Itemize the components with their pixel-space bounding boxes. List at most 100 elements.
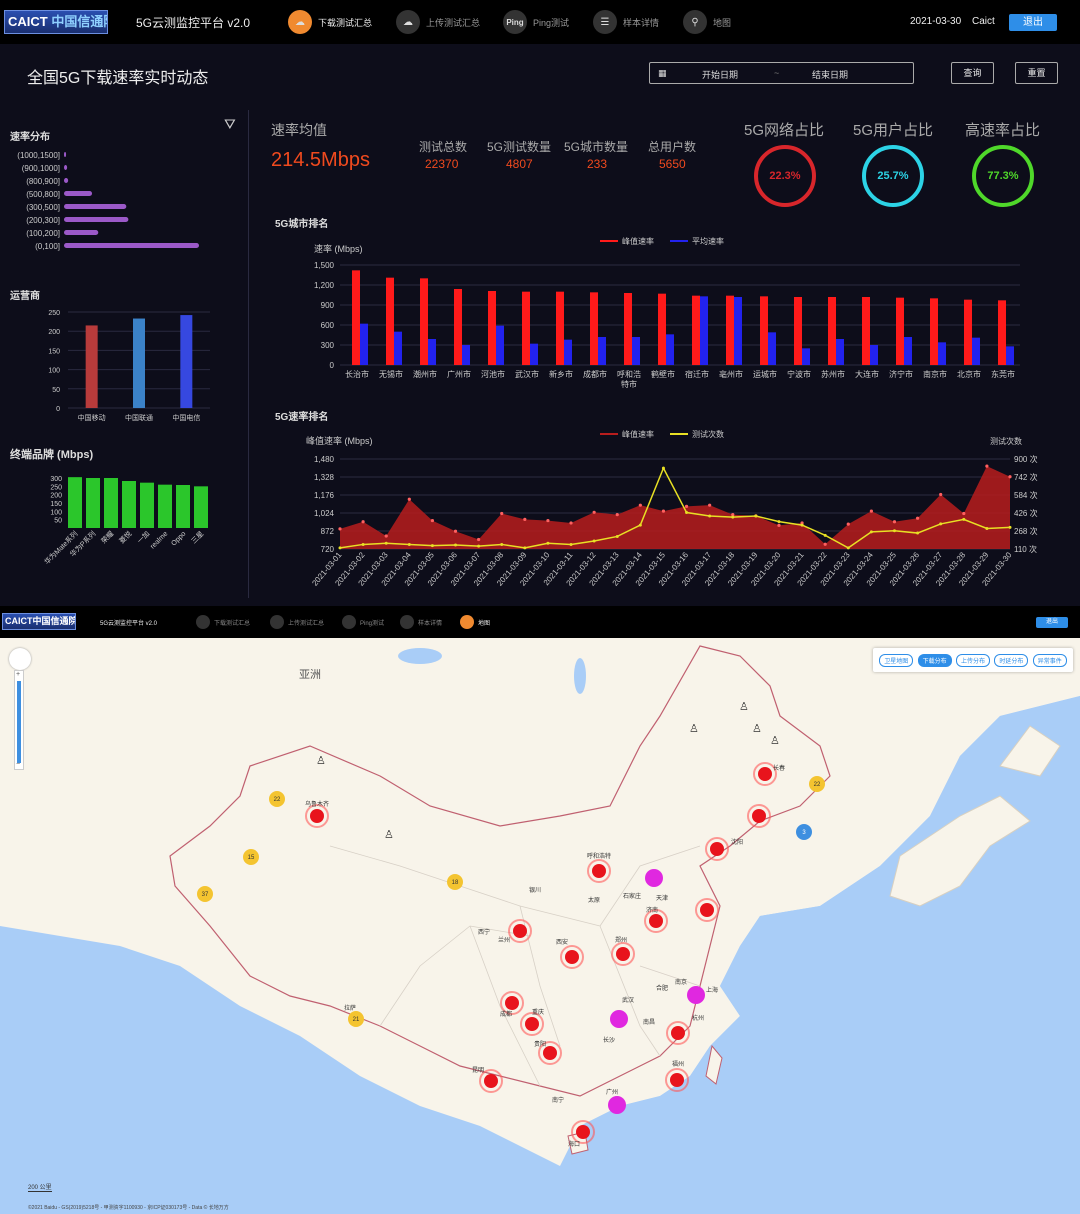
- layer-events[interactable]: 异常事件: [1032, 653, 1067, 667]
- cluster-marker[interactable]: [197, 886, 213, 902]
- brand-bar: [122, 481, 136, 528]
- peak-speed-point: [546, 518, 550, 523]
- cluster-marker[interactable]: [243, 849, 259, 865]
- china-map[interactable]: 22 15 37 18 21 22 3 ♙ ♙ ♙ ♙ ♙ ♙ 乌鲁木齐 呼和浩…: [0, 606, 1080, 1214]
- y-tick-label: 50: [52, 387, 60, 394]
- cluster-marker[interactable]: [809, 776, 825, 792]
- logout-button[interactable]: 退出: [1036, 617, 1068, 628]
- nav-upload-summary[interactable]: ☁ 上传测试汇总: [396, 9, 480, 35]
- layer-latency[interactable]: 时延分布: [994, 653, 1029, 667]
- peak-speed-bar: [896, 297, 904, 365]
- hotspot-marker[interactable]: [505, 996, 519, 1010]
- page-title: 全国5G下载速率实时动态: [27, 70, 209, 87]
- user-icon[interactable]: ♙: [739, 701, 749, 713]
- hotspot-marker[interactable]: [310, 809, 324, 823]
- nav-map[interactable]: ⚲ 地图: [683, 9, 731, 35]
- hotspot-marker[interactable]: [700, 903, 714, 917]
- query-button[interactable]: 查询: [951, 62, 994, 84]
- y2-tick-label: 110 次: [1014, 544, 1037, 554]
- peak-speed-point: [731, 513, 735, 517]
- user-icon[interactable]: ♙: [689, 723, 699, 735]
- logout-button[interactable]: 退出: [1009, 14, 1057, 31]
- pan-control[interactable]: [9, 648, 31, 670]
- hotspot-marker[interactable]: [758, 767, 772, 781]
- filter-icon[interactable]: ⛛: [224, 116, 236, 132]
- hotspot-marker[interactable]: [752, 809, 766, 823]
- hotspot-marker[interactable]: [525, 1017, 539, 1031]
- nav-ping-test[interactable]: Ping测试: [342, 615, 384, 629]
- zoom-out-icon[interactable]: −: [16, 761, 21, 768]
- city-label: 石家庄: [623, 892, 641, 900]
- user-icon[interactable]: ♙: [316, 755, 326, 767]
- avg-speed-bar: [632, 337, 640, 365]
- test-count-point: [523, 546, 527, 550]
- nav-label: 上传测试汇总: [426, 17, 481, 28]
- nav-sample-detail[interactable]: ☰ 样本详情: [593, 9, 659, 35]
- user-icon[interactable]: ♙: [770, 735, 780, 747]
- y-tick-label: 100: [50, 509, 62, 516]
- test-count-point: [869, 530, 873, 534]
- nav-sample-detail[interactable]: 样本详情: [400, 615, 442, 629]
- nav-map[interactable]: 地图: [460, 615, 490, 629]
- zoom-slider[interactable]: + −: [14, 670, 24, 770]
- avg-speed-bar: [870, 345, 878, 365]
- cluster-marker[interactable]: [796, 824, 812, 840]
- start-date-input[interactable]: 开始日期: [702, 70, 739, 80]
- hotspot-marker[interactable]: [649, 914, 663, 928]
- high-density-marker[interactable]: [610, 1010, 628, 1028]
- caict-logo[interactable]: CAICT 中国信通院: [4, 10, 108, 34]
- nav-download-summary[interactable]: 下载测试汇总: [196, 615, 250, 629]
- hotspot-marker[interactable]: [565, 950, 579, 964]
- peak-speed-point: [939, 492, 943, 497]
- city-label: 南京: [675, 978, 687, 986]
- hotspot-marker[interactable]: [670, 1073, 684, 1087]
- hotspot-marker[interactable]: [671, 1026, 685, 1040]
- y-tick-label: 600: [321, 321, 335, 330]
- end-date-input[interactable]: 结束日期: [812, 70, 849, 80]
- user-icon[interactable]: ♙: [384, 829, 394, 841]
- test-count-point: [731, 515, 735, 519]
- layer-satellite[interactable]: 卫星地图: [879, 653, 914, 667]
- layer-upload[interactable]: 上传分布: [955, 653, 990, 667]
- cluster-marker[interactable]: [269, 791, 285, 807]
- map-view[interactable]: 22 15 37 18 21 22 3 ♙ ♙ ♙ ♙ ♙ ♙ 乌鲁木齐 呼和浩…: [0, 606, 1080, 1214]
- caict-logo[interactable]: CAICT中国信通院: [2, 613, 76, 630]
- peak-speed-bar: [420, 278, 428, 365]
- nav-download-summary[interactable]: ☁ 下载测试汇总: [288, 9, 372, 35]
- cluster-marker[interactable]: [348, 1011, 364, 1027]
- x-tick-label: 特市: [621, 379, 637, 389]
- y-tick-label: 720: [321, 545, 335, 554]
- zoom-in-icon[interactable]: +: [16, 671, 21, 678]
- avg-speed-bar: [428, 339, 436, 365]
- high-density-marker[interactable]: [608, 1096, 626, 1114]
- y-tick-label: 1,500: [314, 261, 335, 270]
- date-range-picker[interactable]: ▦ 开始日期 ~ 结束日期: [649, 62, 914, 84]
- hotspot-marker[interactable]: [543, 1046, 557, 1060]
- peak-speed-bar: [760, 296, 768, 365]
- hotspot-marker[interactable]: [616, 947, 630, 961]
- dist-bar: [64, 230, 99, 235]
- hotspot-marker[interactable]: [513, 924, 527, 938]
- cluster-marker[interactable]: [447, 874, 463, 890]
- peak-speed-point: [569, 521, 573, 525]
- hotspot-marker[interactable]: [592, 864, 606, 878]
- avg-speed-bar: [700, 296, 708, 365]
- layer-download[interactable]: 下载分布: [917, 653, 952, 667]
- high-density-marker[interactable]: [645, 869, 663, 887]
- speed-rank-title: 5G速率排名: [275, 412, 329, 423]
- hotspot-marker[interactable]: [484, 1074, 498, 1088]
- reset-button[interactable]: 重置: [1015, 62, 1058, 84]
- user-icon[interactable]: ♙: [752, 723, 762, 735]
- x-tick-label: realme: [149, 530, 169, 550]
- stat-value: 22370: [425, 157, 459, 171]
- hotspot-marker[interactable]: [576, 1125, 590, 1139]
- hotspot-marker[interactable]: [710, 842, 724, 856]
- high-density-marker[interactable]: [687, 986, 705, 1004]
- x-tick-label: 济宁市: [889, 369, 913, 379]
- nav-ping-test[interactable]: Ping Ping测试: [503, 9, 569, 35]
- y-tick-label: 200: [48, 329, 60, 336]
- nav-upload-summary[interactable]: 上传测试汇总: [270, 615, 324, 629]
- map-scale: 200 公里: [28, 1182, 52, 1192]
- peak-speed-point: [661, 509, 666, 513]
- peak-speed-point: [869, 509, 873, 513]
